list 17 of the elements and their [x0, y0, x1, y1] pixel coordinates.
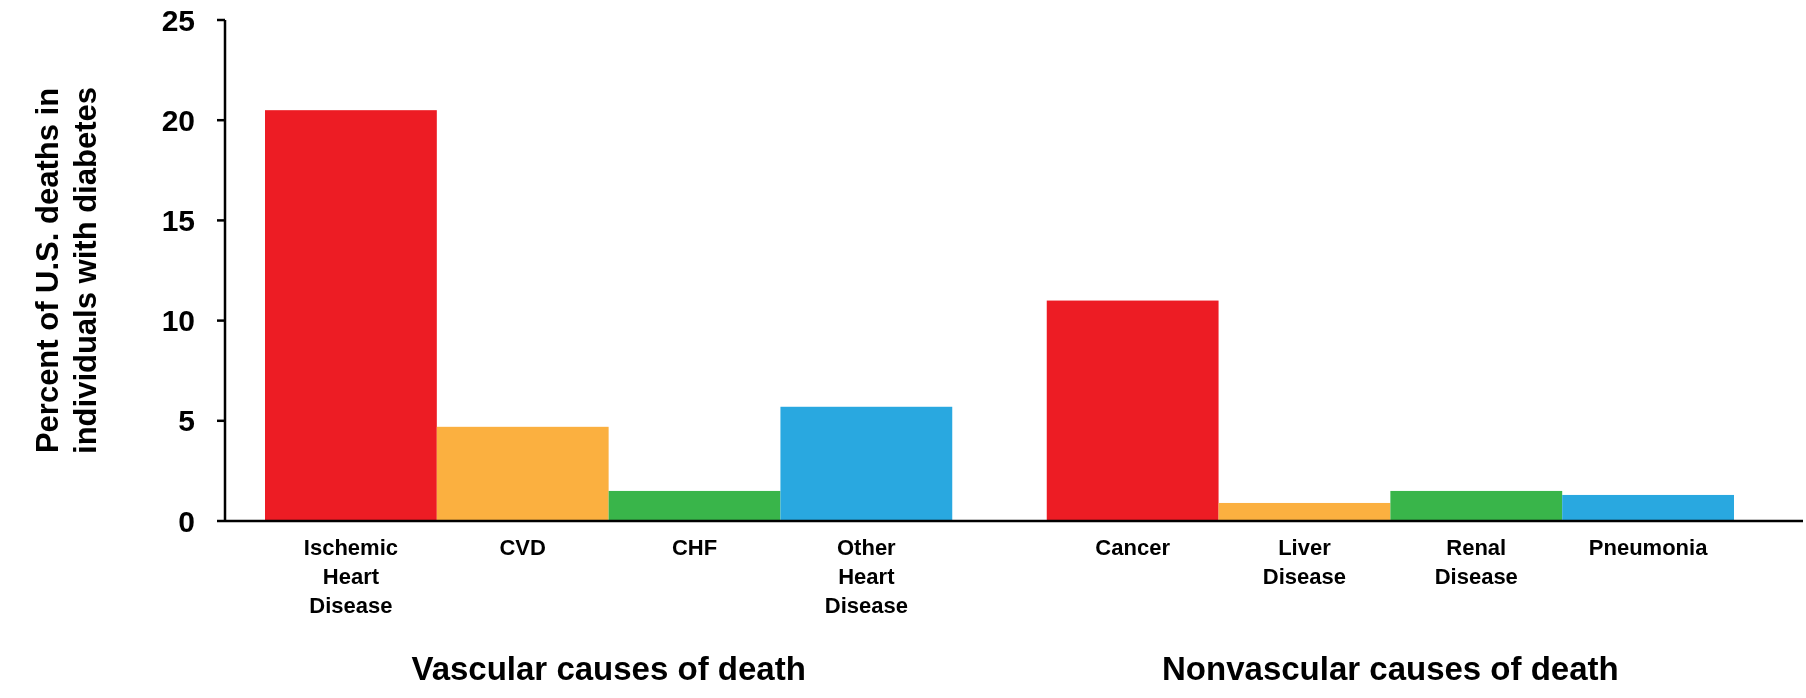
- text: Vascular causes of death: [411, 650, 806, 687]
- y-tick-label: 20: [161, 103, 195, 137]
- x-tick-label: Ischemic Heart Disease: [303, 535, 398, 618]
- y-tick-label: 5: [178, 404, 195, 438]
- x-tick-label: Other Heart Disease: [824, 535, 908, 618]
- x-tick-label: Renal Disease: [1434, 535, 1518, 589]
- text: Nonvascular causes of death: [1162, 650, 1619, 687]
- x-tick-label: Pneumonia: [1588, 535, 1709, 560]
- x-tick-label: Cancer: [1095, 535, 1171, 560]
- y-tick-label: 15: [161, 203, 195, 237]
- y-tick-label: 25: [161, 3, 195, 37]
- y-tick-label: 0: [178, 504, 195, 538]
- x-tick-label: CVD: [499, 535, 546, 560]
- y-axis-title: Percent of U.S. deaths in individuals with diabetes: [30, 87, 103, 454]
- y-tick-label: 10: [161, 304, 195, 338]
- x-tick-label: Liver Disease: [1262, 535, 1347, 589]
- x-tick-label: CHF: [671, 535, 718, 560]
